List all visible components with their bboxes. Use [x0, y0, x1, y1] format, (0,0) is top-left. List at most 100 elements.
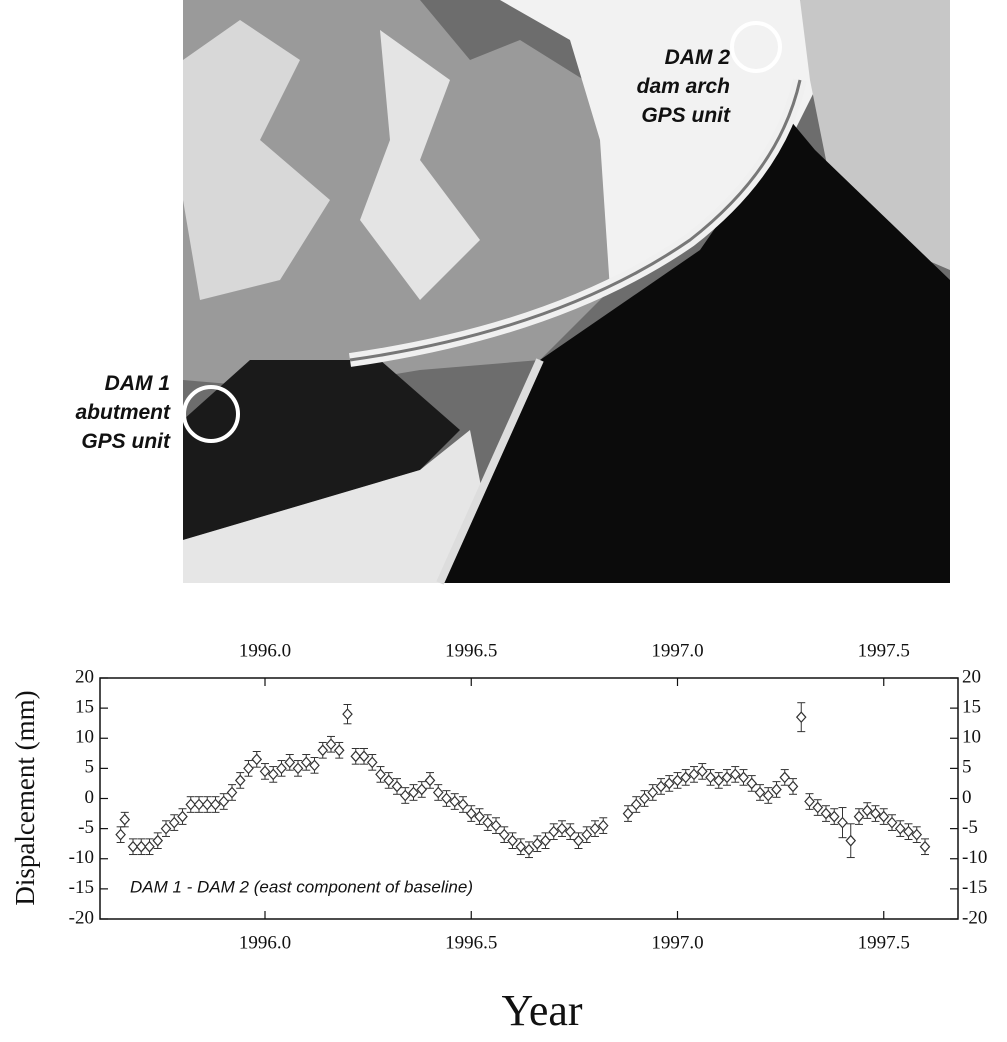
marker	[424, 774, 436, 787]
marker	[894, 822, 906, 835]
marker	[309, 759, 320, 772]
marker	[845, 834, 857, 847]
y-tick-label-right: -10	[962, 847, 987, 868]
marker	[292, 762, 304, 775]
marker	[589, 822, 601, 835]
marker	[837, 816, 848, 829]
y-tick-label: -20	[69, 907, 94, 928]
marker	[259, 765, 271, 778]
marker	[762, 789, 774, 802]
marker	[416, 783, 428, 796]
marker	[408, 786, 419, 799]
marker	[234, 774, 246, 787]
marker	[870, 807, 881, 820]
marker	[812, 801, 824, 814]
marker	[738, 771, 749, 784]
marker	[911, 828, 923, 841]
marker	[243, 762, 254, 775]
marker	[696, 765, 708, 778]
marker	[350, 750, 362, 763]
y-tick-label: 0	[85, 787, 95, 808]
annotation: DAM 2	[665, 46, 731, 69]
y-tick-label-right: 20	[962, 666, 981, 687]
x-tick-label-top: 1997.0	[651, 640, 703, 661]
marker	[771, 783, 782, 796]
marker	[441, 792, 452, 805]
y-tick-label-right: 10	[962, 727, 981, 748]
marker	[779, 771, 791, 784]
marker	[399, 789, 411, 802]
marker	[115, 828, 126, 841]
marker	[144, 840, 155, 853]
marker	[903, 825, 914, 838]
x-tick-label: 1996.0	[239, 932, 291, 953]
x-tick-label: 1996.5	[445, 932, 497, 953]
annotation: DAM 1	[105, 372, 170, 395]
marker	[721, 771, 733, 784]
photo	[182, 0, 950, 585]
marker	[218, 795, 230, 808]
marker	[383, 774, 395, 787]
marker	[523, 843, 535, 856]
marker	[531, 837, 543, 850]
marker	[185, 798, 197, 811]
y-tick-label: 20	[75, 666, 94, 687]
marker	[622, 807, 634, 820]
chart-annotation: DAM 1 - DAM 2 (east component of baselin…	[130, 877, 473, 896]
y-tick-label: 15	[75, 696, 94, 717]
annotation: abutment	[76, 401, 172, 424]
y-tick-label-right: 15	[962, 696, 981, 717]
marker	[457, 798, 469, 811]
x-tick-label-top: 1997.5	[858, 640, 910, 661]
marker	[787, 780, 799, 793]
marker	[177, 810, 188, 823]
marker	[795, 711, 807, 724]
y-tick-label-right: -20	[962, 907, 987, 928]
marker	[366, 756, 378, 769]
marker	[713, 774, 725, 787]
annotation: dam arch	[637, 75, 730, 98]
marker	[210, 798, 221, 811]
marker	[729, 768, 741, 781]
marker	[375, 768, 386, 781]
y-tick-label-right: -5	[962, 817, 978, 838]
marker	[597, 819, 609, 832]
marker	[465, 807, 477, 820]
marker	[152, 834, 164, 847]
marker	[639, 792, 650, 805]
marker	[267, 768, 279, 781]
marker	[127, 840, 139, 853]
marker	[226, 786, 238, 799]
marker	[680, 771, 692, 784]
marker	[573, 834, 584, 847]
marker	[482, 816, 494, 829]
marker	[861, 804, 873, 817]
annotation: GPS unit	[81, 430, 171, 453]
annotation: GPS unit	[641, 104, 731, 127]
marker	[515, 840, 527, 853]
marker	[474, 810, 485, 823]
marker	[449, 795, 461, 808]
marker	[688, 768, 700, 781]
marker	[498, 828, 510, 841]
marker	[160, 822, 172, 835]
marker	[754, 786, 766, 799]
marker	[490, 819, 502, 832]
marker	[853, 810, 865, 823]
marker	[878, 810, 890, 823]
marker	[540, 834, 551, 847]
y-axis-label: Dispalcement (mm)	[10, 690, 40, 905]
marker	[342, 708, 353, 721]
y-tick-label: 10	[75, 727, 94, 748]
marker	[119, 813, 131, 826]
marker	[333, 744, 345, 757]
marker	[284, 756, 296, 769]
x-tick-label: 1997.0	[651, 932, 703, 953]
y-tick-label-right: 0	[962, 787, 972, 808]
y-tick-label: -5	[78, 817, 94, 838]
marker	[317, 744, 329, 757]
marker	[193, 798, 205, 811]
marker	[886, 816, 898, 829]
marker	[746, 777, 758, 790]
